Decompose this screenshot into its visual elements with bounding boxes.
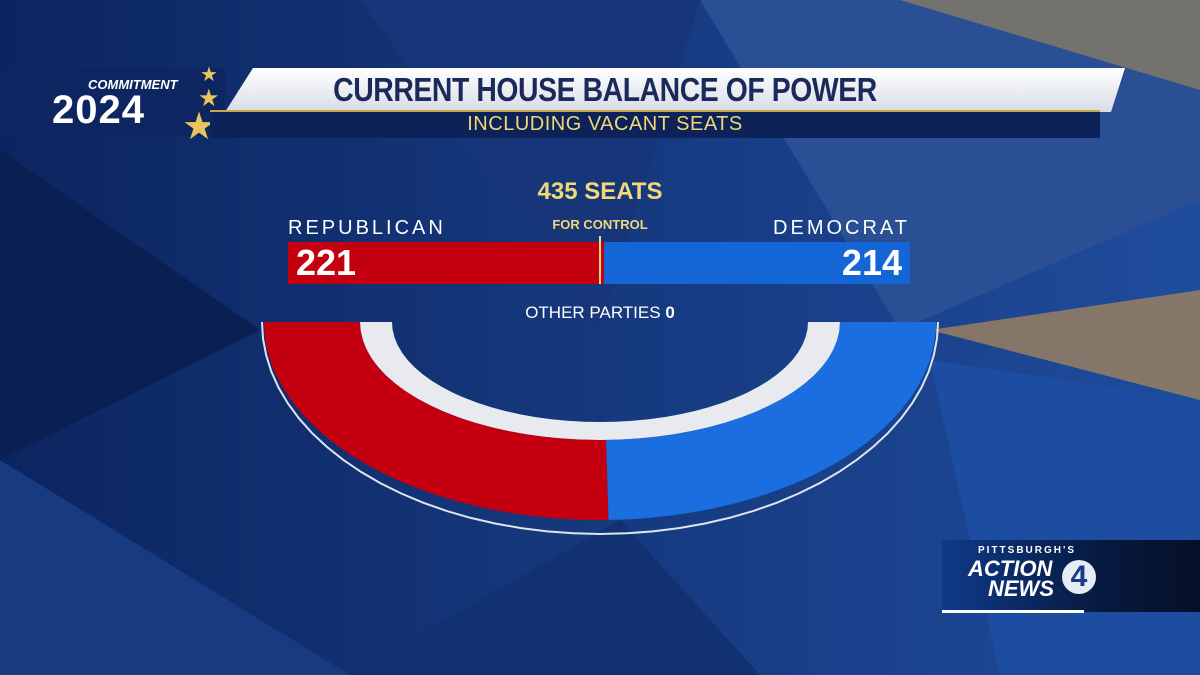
control-marker <box>599 236 601 284</box>
other-parties: OTHER PARTIES 0 <box>450 303 750 323</box>
democrat-label: DEMOCRAT <box>773 217 910 239</box>
station-logo-news: NEWS <box>988 576 1054 601</box>
republican-value: 221 <box>296 242 357 283</box>
station-logo-number: 4 <box>1062 560 1096 594</box>
arc-democrat <box>606 322 936 520</box>
arc-republican <box>264 322 609 520</box>
control-label: FOR CONTROL <box>552 217 648 232</box>
other-parties-value: 0 <box>665 303 675 322</box>
logo-background <box>0 68 225 136</box>
star-icon: ★ <box>200 64 218 86</box>
total-seats-label: 435 SEATS <box>537 178 663 205</box>
station-logo-action: ACTION <box>968 556 1053 581</box>
other-parties-label: OTHER PARTIES <box>525 303 661 322</box>
station-logo-underline <box>942 610 1084 613</box>
page-title: CURRENT HOUSE BALANCE OF POWER <box>333 71 877 108</box>
democrat-value: 214 <box>841 242 902 283</box>
balance-bar <box>288 242 910 284</box>
arc-inner-ring <box>360 322 840 440</box>
logo-year: 2024 <box>52 88 145 132</box>
arc-base <box>261 321 939 536</box>
page-subtitle: INCLUDING VACANT SEATS <box>467 113 743 135</box>
star-icon: ★ <box>198 85 220 112</box>
subtitle-banner <box>210 110 1100 138</box>
bar-republican <box>288 242 604 284</box>
station-logo-city: PITTSBURGH'S <box>978 545 1077 556</box>
republican-label: REPUBLICAN <box>288 217 446 239</box>
logo-commitment: COMMITMENT <box>88 77 178 92</box>
bar-democrat <box>604 242 910 284</box>
title-banner <box>225 68 1125 112</box>
